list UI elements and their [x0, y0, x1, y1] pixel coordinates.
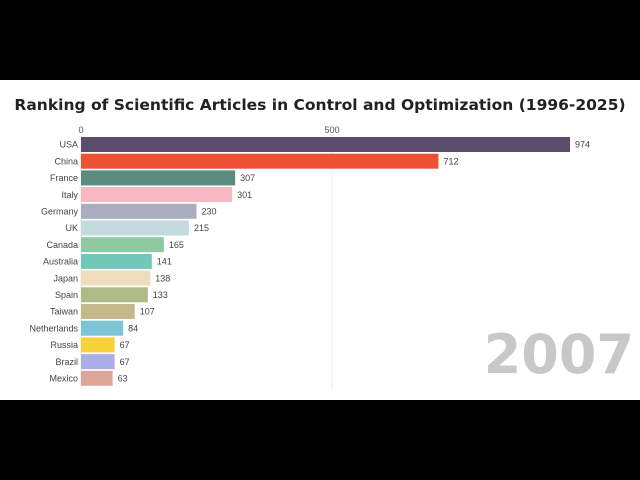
category-label: Mexico [49, 374, 78, 384]
bar [81, 170, 236, 186]
data-label: 84 [128, 323, 138, 333]
category-label: France [50, 173, 78, 183]
data-label: 974 [575, 140, 590, 150]
data-label: 141 [157, 257, 172, 267]
category-label: China [54, 156, 78, 166]
bar [81, 320, 124, 336]
data-label: 138 [155, 273, 170, 283]
category-label: Brazil [55, 357, 78, 367]
data-label: 133 [153, 290, 168, 300]
bar [81, 237, 164, 253]
data-label: 67 [120, 357, 130, 367]
data-label: 301 [237, 190, 252, 200]
category-label: Canada [46, 240, 78, 250]
bar [81, 354, 115, 370]
category-label: Italy [61, 190, 78, 200]
bar [81, 270, 151, 286]
chart-title: Ranking of Scientific Articles in Contro… [14, 96, 626, 114]
category-label: Russia [50, 340, 78, 350]
data-label: 107 [140, 307, 155, 317]
category-label: USA [59, 140, 78, 150]
bar [81, 337, 115, 353]
data-label: 63 [118, 374, 128, 384]
x-tick-label: 500 [325, 125, 340, 135]
data-label: 67 [120, 340, 130, 350]
data-label: 230 [201, 207, 216, 217]
category-label: UK [65, 223, 78, 233]
bar [81, 220, 189, 236]
bar [81, 187, 233, 203]
bar [81, 370, 113, 386]
chart-panel: Ranking of Scientific Articles in Contro… [0, 80, 640, 400]
bar [81, 253, 152, 269]
category-label: Japan [53, 273, 78, 283]
data-label: 712 [443, 156, 458, 166]
bar [81, 304, 135, 319]
bar [81, 287, 148, 303]
x-tick-label: 0 [78, 125, 83, 135]
category-label: Taiwan [50, 307, 78, 317]
category-label: Netherlands [29, 323, 78, 333]
data-label: 215 [194, 223, 209, 233]
period-label: 2007 [483, 323, 634, 386]
data-label: 165 [169, 240, 184, 250]
category-label: Australia [43, 257, 78, 267]
data-label: 307 [240, 173, 255, 183]
category-label: Spain [55, 290, 78, 300]
bar [81, 203, 197, 219]
bar [81, 153, 439, 169]
category-label: Germany [41, 207, 79, 217]
bar-chart: 0 500 USA 974 China 712 France 307 Italy 301 Germa… [29, 125, 590, 390]
bar [81, 137, 570, 152]
